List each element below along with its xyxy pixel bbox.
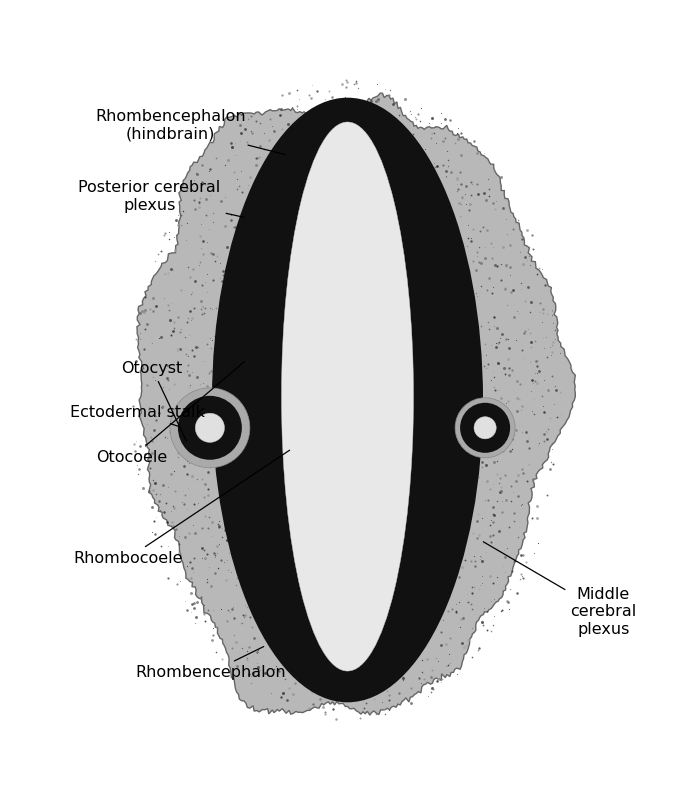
Ellipse shape: [281, 122, 414, 671]
Text: Rhombencephalon: Rhombencephalon: [136, 646, 286, 680]
Text: Otocyst: Otocyst: [122, 362, 186, 442]
Text: Rhombencephalon
(hindbrain): Rhombencephalon (hindbrain): [95, 110, 286, 154]
Circle shape: [178, 396, 242, 460]
Ellipse shape: [212, 98, 483, 702]
Text: Middle
cerebral
plexus: Middle cerebral plexus: [483, 542, 637, 637]
Circle shape: [195, 414, 224, 442]
Text: Rhombocoele: Rhombocoele: [73, 450, 290, 566]
Circle shape: [170, 388, 250, 468]
Circle shape: [455, 398, 515, 458]
Text: Otocoele: Otocoele: [96, 362, 245, 465]
Circle shape: [460, 402, 510, 453]
Text: Ectodermal stalk: Ectodermal stalk: [70, 405, 204, 427]
Polygon shape: [137, 93, 575, 715]
Text: Posterior cerebral
plexus: Posterior cerebral plexus: [79, 180, 244, 218]
Circle shape: [474, 417, 496, 439]
